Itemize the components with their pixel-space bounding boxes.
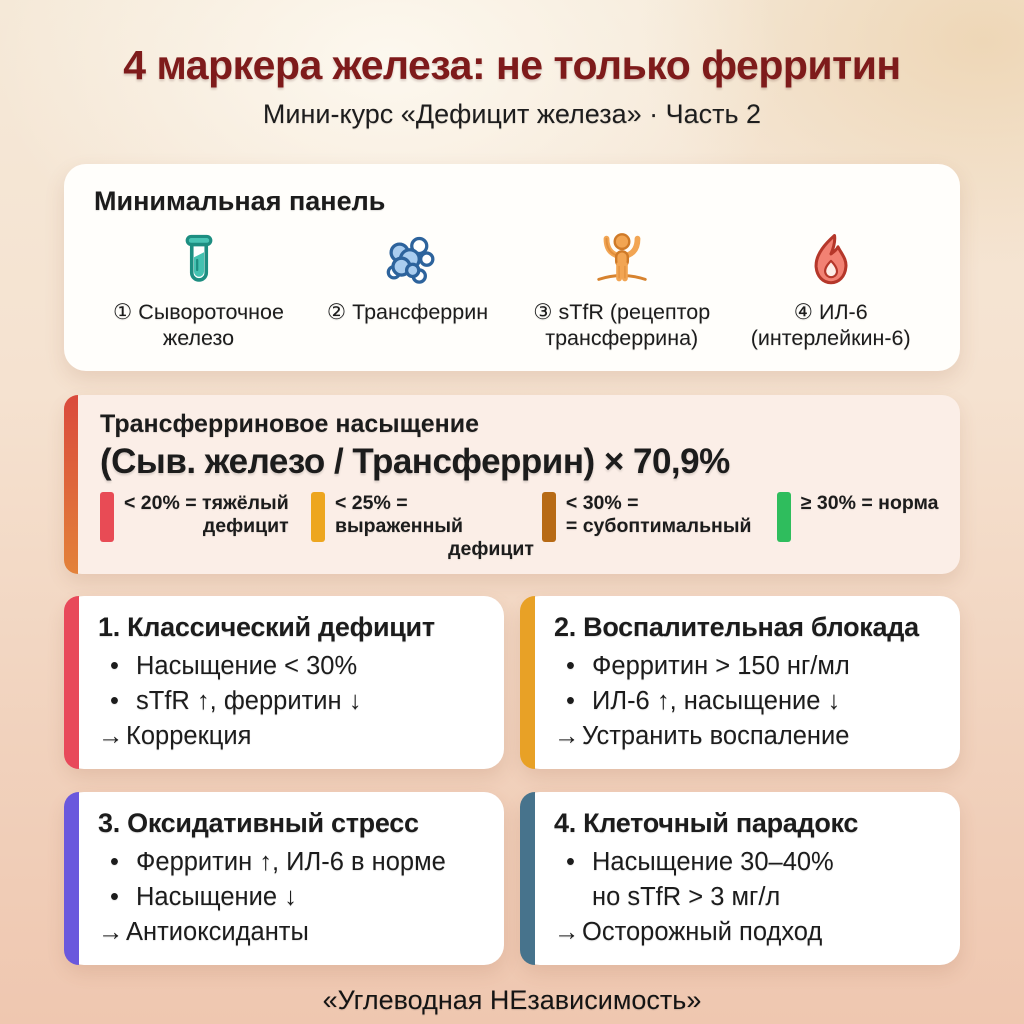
bullet-glyph: • <box>566 687 575 716</box>
legend-swatch <box>776 492 791 543</box>
card-line-text: Ферритин ↑, ИЛ-6 в норме <box>136 848 446 877</box>
legend-swatch <box>100 492 114 543</box>
card-accent-bar <box>64 792 79 966</box>
card-accent-bar <box>520 792 535 966</box>
marker-item-transferrin: ② Трансферрин <box>303 227 512 351</box>
legend-line2: дефицит <box>202 515 289 538</box>
legend-swatch <box>311 492 325 543</box>
bullet-glyph: • <box>110 652 119 681</box>
bullet-glyph: • <box>110 883 119 912</box>
header: 4 маркера железа: не только ферритин Мин… <box>0 0 1024 130</box>
card-line-text: Насыщение ↓ <box>136 883 297 912</box>
card-line: →Коррекция <box>98 719 484 754</box>
card-line-text: Насыщение < 30% <box>136 652 358 681</box>
card-line-text: Ферритин > 150 нг/мл <box>592 652 850 681</box>
card-line: • ИЛ-6 ↑, насыщение ↓ <box>554 684 940 719</box>
card-title: 2. Воспалительная блокада <box>554 612 919 643</box>
legend-item-suboptimal: < 30% = = субоптимальный <box>541 492 769 561</box>
marker-label: ③ sTfR (рецептор трансферрина) <box>533 300 711 351</box>
card-line-text: Насыщение 30–40% <box>592 848 834 877</box>
protein-molecule-icon <box>303 227 512 291</box>
legend-line1: ≥ 30% = норма <box>800 492 939 515</box>
card-line: • Ферритин ↑, ИЛ-6 в норме <box>98 845 484 880</box>
legend-item-marked: < 25% = выраженный дефицит <box>311 492 534 561</box>
saturation-formula: (Сыв. железо / Трансферрин) × 70,9% <box>100 442 730 482</box>
card-line-text: Коррекция <box>126 721 252 750</box>
card-line: →Осторожный подход <box>554 915 940 950</box>
card-inflammatory-block: 2. Воспалительная блокада • Ферритин > 15… <box>520 596 960 770</box>
card-line-text: ИЛ-6 ↑, насыщение ↓ <box>592 687 841 716</box>
marker-item-il6: ④ ИЛ-6 (интерлейкин-6) <box>731 227 930 351</box>
card-line: • Насыщение 30–40% <box>554 845 940 880</box>
page-subtitle: Мини-курс «Дефицит железа» · Часть 2 <box>262 99 762 129</box>
receptor-person-icon <box>512 227 731 291</box>
minimal-panel-card: Минимальная панель ① Сывороточное железо <box>64 164 960 372</box>
bullet-glyph: • <box>110 687 119 716</box>
card-line: →Устранить воспаление <box>554 719 940 754</box>
legend-line1: < 25% = выраженный <box>335 492 464 538</box>
legend-swatch <box>541 492 556 543</box>
legend-line2: дефицит <box>448 538 534 561</box>
card-line: →Антиоксиданты <box>98 915 484 950</box>
card-title: 3. Оксидативный стресс <box>98 808 419 839</box>
bullet-glyph: • <box>566 848 575 877</box>
marker-label: ② Трансферрин <box>326 300 489 324</box>
arrow-glyph: → <box>98 917 124 946</box>
card-title: 1. Классический дефицит <box>98 612 435 643</box>
card-classic-deficit: 1. Классический дефицит • Насыщение < 30%… <box>64 596 504 770</box>
test-tube-icon <box>94 227 303 291</box>
card-accent-bar <box>520 596 535 770</box>
scenario-cards-grid: 1. Классический дефицит • Насыщение < 30%… <box>64 596 960 966</box>
card-accent-bar <box>64 596 79 770</box>
saturation-legend: < 20% = тяжёлый дефицит < 25% = выраженн… <box>100 492 940 561</box>
legend-item-severe: < 20% = тяжёлый дефицит <box>100 492 303 561</box>
footer-brand: «Углеводная НЕзависимость» <box>322 985 702 1016</box>
minimal-panel-grid: ① Сывороточное железо <box>94 227 930 351</box>
card-line-text: Осторожный подход <box>582 917 823 946</box>
legend-item-normal: ≥ 30% = норма <box>776 492 940 561</box>
marker-item-serum-iron: ① Сывороточное железо <box>94 227 303 351</box>
bullet-glyph: • <box>566 652 575 681</box>
saturation-card: Трансферриновое насыщение (Сыв. железо /… <box>64 395 960 575</box>
card-line-text: Антиоксиданты <box>126 917 309 946</box>
content: Минимальная панель ① Сывороточное железо <box>0 164 1024 1016</box>
marker-label: ④ ИЛ-6 (интерлейкин-6) <box>750 300 911 351</box>
arrow-glyph: → <box>554 917 580 946</box>
saturation-heading: Трансферриновое насыщение <box>100 410 480 439</box>
card-title: 4. Клеточный парадокс <box>554 808 859 839</box>
card-line: • Насыщение < 30% <box>98 649 484 684</box>
card-line: • Ферритин > 150 нг/мл <box>554 649 940 684</box>
flame-icon <box>731 227 930 291</box>
card-line: но sTfR > 3 мг/л <box>554 880 940 915</box>
card-oxidative-stress: 3. Оксидативный стресс • Ферритин ↑, ИЛ-6… <box>64 792 504 966</box>
card-line: • Насыщение ↓ <box>98 880 484 915</box>
saturation-accent-bar <box>64 395 78 575</box>
bullet-glyph: • <box>110 848 119 877</box>
minimal-panel-heading: Минимальная панель <box>94 186 386 216</box>
card-line: • sTfR ↑, ферритин ↓ <box>98 684 484 719</box>
page-title: 4 маркера железа: не только ферритин <box>123 42 901 88</box>
card-line-text: sTfR ↑, ферритин ↓ <box>136 687 362 716</box>
legend-line1: < 30% = <box>565 492 639 515</box>
marker-item-stfr: ③ sTfR (рецептор трансферрина) <box>512 227 731 351</box>
card-line-text: Устранить воспаление <box>582 721 850 750</box>
card-line-text: но sTfR > 3 мг/л <box>592 883 781 912</box>
legend-line2: = субоптимальный <box>565 515 752 538</box>
legend-line1: < 20% = тяжёлый <box>124 492 289 515</box>
arrow-glyph: → <box>98 721 124 750</box>
marker-label: ① Сывороточное железо <box>113 300 284 351</box>
card-cellular-paradox: 4. Клеточный парадокс • Насыщение 30–40% … <box>520 792 960 966</box>
arrow-glyph: → <box>554 721 580 750</box>
